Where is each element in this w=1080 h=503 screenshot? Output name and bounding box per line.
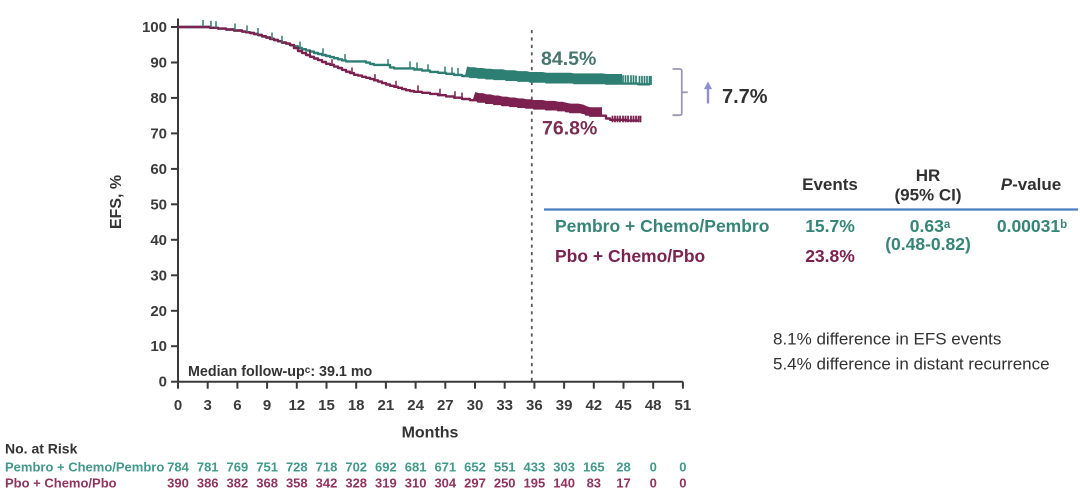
svg-text:No. at Risk: No. at Risk <box>5 441 78 457</box>
svg-text:0: 0 <box>650 460 657 475</box>
svg-text:30: 30 <box>467 397 484 414</box>
svg-text:80: 80 <box>150 90 167 107</box>
svg-text:Pbo + Chemo/Pbo: Pbo + Chemo/Pbo <box>555 246 705 266</box>
svg-text:0.00031b: 0.00031b <box>997 216 1067 236</box>
svg-text:195: 195 <box>524 476 546 491</box>
svg-text:27: 27 <box>437 397 454 414</box>
svg-text:165: 165 <box>583 460 605 475</box>
svg-text:6: 6 <box>233 397 241 414</box>
svg-text:Months: Months <box>402 425 459 442</box>
svg-text:Pembro + Chemo/Pembro: Pembro + Chemo/Pembro <box>555 216 769 236</box>
svg-text:Pbo + Chemo/Pbo: Pbo + Chemo/Pbo <box>5 476 117 491</box>
svg-text:70: 70 <box>150 125 167 142</box>
svg-text:328: 328 <box>345 476 367 491</box>
svg-text:17: 17 <box>616 476 630 491</box>
svg-text:15: 15 <box>318 397 335 414</box>
svg-text:718: 718 <box>316 460 338 475</box>
svg-text:3: 3 <box>204 397 212 414</box>
svg-text:20: 20 <box>150 303 167 320</box>
svg-text:Events: Events <box>802 175 858 194</box>
svg-text:390: 390 <box>167 476 189 491</box>
svg-text:30: 30 <box>150 267 167 284</box>
svg-text:728: 728 <box>286 460 308 475</box>
svg-text:0: 0 <box>650 476 657 491</box>
svg-text:48: 48 <box>645 397 662 414</box>
svg-text:33: 33 <box>496 397 513 414</box>
svg-text:90: 90 <box>150 55 167 72</box>
svg-text:60: 60 <box>150 161 167 178</box>
svg-text:EFS, %: EFS, % <box>108 175 125 229</box>
svg-text:9: 9 <box>263 397 271 414</box>
svg-text:23.8%: 23.8% <box>805 246 855 266</box>
svg-text:297: 297 <box>464 476 486 491</box>
svg-text:100: 100 <box>142 19 167 36</box>
svg-text:551: 551 <box>494 460 516 475</box>
svg-text:HR: HR <box>916 166 941 185</box>
svg-text:76.8%: 76.8% <box>542 118 597 140</box>
svg-text:83: 83 <box>587 476 601 491</box>
svg-text:0.63a: 0.63a <box>910 216 951 236</box>
svg-text:42: 42 <box>585 397 602 414</box>
svg-text:(95% CI): (95% CI) <box>894 186 961 205</box>
svg-text:781: 781 <box>197 460 219 475</box>
svg-text:21: 21 <box>378 397 395 414</box>
svg-text:10: 10 <box>150 338 167 355</box>
svg-text:18: 18 <box>348 397 365 414</box>
svg-text:Median follow-upc: 39.1 mo: Median follow-upc: 39.1 mo <box>188 364 373 380</box>
svg-text:15.7%: 15.7% <box>805 216 855 236</box>
svg-text:692: 692 <box>375 460 397 475</box>
svg-text:702: 702 <box>345 460 367 475</box>
svg-text:12: 12 <box>288 397 305 414</box>
svg-text:5.4% difference in distant rec: 5.4% difference in distant recurrence <box>773 355 1050 374</box>
svg-text:382: 382 <box>227 476 249 491</box>
svg-text:28: 28 <box>616 460 630 475</box>
svg-text:8.1% difference in EFS events: 8.1% difference in EFS events <box>773 330 1001 349</box>
svg-text:84.5%: 84.5% <box>541 48 596 70</box>
svg-text:(0.48-0.82): (0.48-0.82) <box>885 234 971 254</box>
svg-text:671: 671 <box>434 460 456 475</box>
svg-text:358: 358 <box>286 476 308 491</box>
svg-text:310: 310 <box>405 476 427 491</box>
svg-text:368: 368 <box>256 476 278 491</box>
svg-text:0: 0 <box>159 374 167 391</box>
svg-text:36: 36 <box>526 397 543 414</box>
svg-text:Pembro + Chemo/Pembro: Pembro + Chemo/Pembro <box>5 460 164 475</box>
svg-text:39: 39 <box>556 397 573 414</box>
svg-text:140: 140 <box>553 476 575 491</box>
svg-text:769: 769 <box>227 460 249 475</box>
svg-text:45: 45 <box>615 397 632 414</box>
svg-text:250: 250 <box>494 476 516 491</box>
svg-text:0: 0 <box>679 460 686 475</box>
svg-text:784: 784 <box>167 460 189 475</box>
svg-text:304: 304 <box>434 476 456 491</box>
svg-text:342: 342 <box>316 476 338 491</box>
svg-text:24: 24 <box>407 397 424 414</box>
svg-text:319: 319 <box>375 476 397 491</box>
svg-text:386: 386 <box>197 476 219 491</box>
svg-text:652: 652 <box>464 460 486 475</box>
svg-text:303: 303 <box>553 460 575 475</box>
svg-text:681: 681 <box>405 460 427 475</box>
svg-text:751: 751 <box>256 460 278 475</box>
svg-text:0: 0 <box>174 397 182 414</box>
svg-text:40: 40 <box>150 232 167 249</box>
svg-text:433: 433 <box>524 460 546 475</box>
svg-text:51: 51 <box>675 397 692 414</box>
svg-text:P-value: P-value <box>1001 175 1061 194</box>
svg-text:7.7%: 7.7% <box>722 86 768 108</box>
svg-text:0: 0 <box>679 476 686 491</box>
svg-text:50: 50 <box>150 196 167 213</box>
